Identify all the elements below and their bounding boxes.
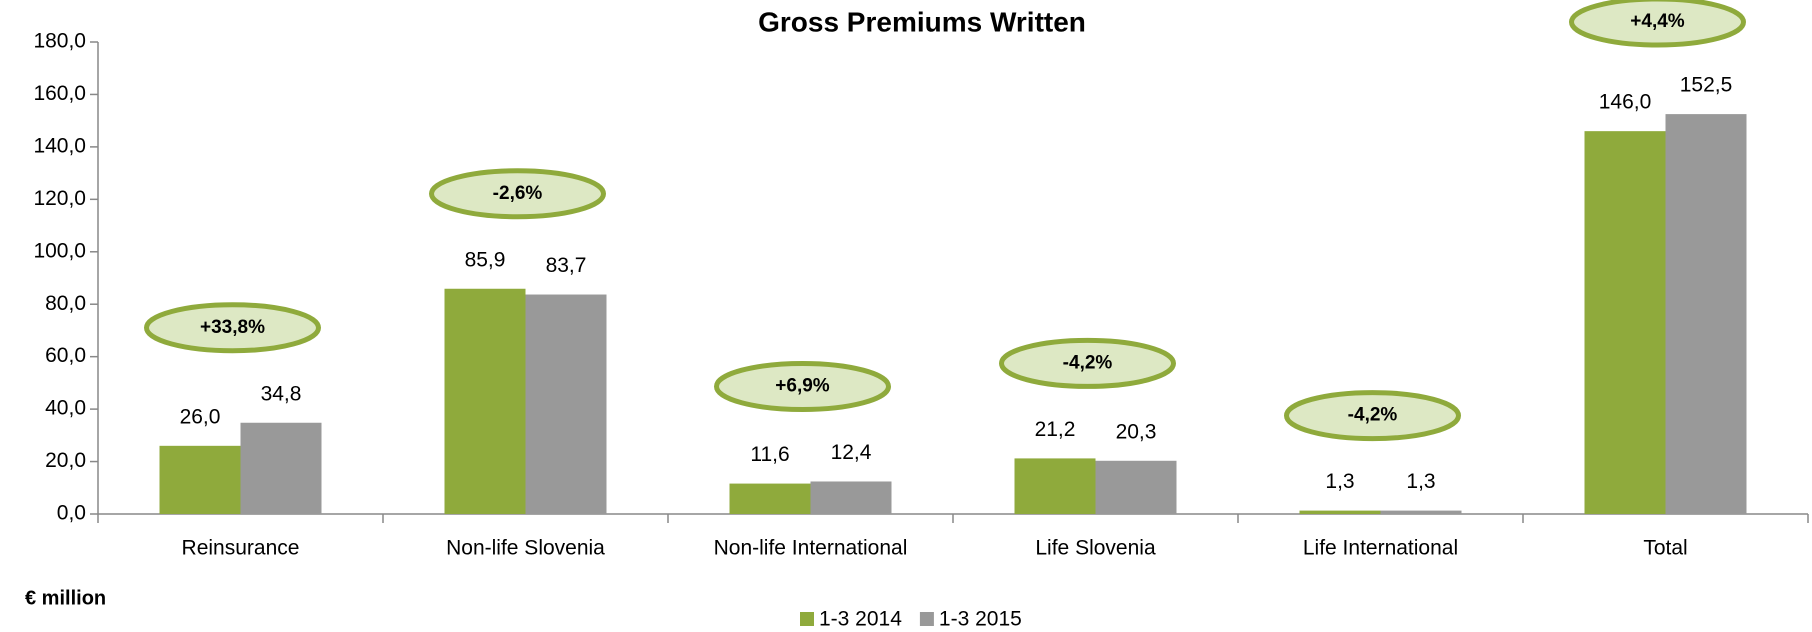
value-label: 20,3 [1116,420,1157,443]
annotation-bubble [1284,390,1461,442]
y-tick-label: 20,0 [45,449,86,472]
legend-label: 1-3 2015 [939,608,1022,631]
annotation-bubble [429,168,606,220]
legend-swatch [919,612,934,626]
y-tick-label: 0,0 [57,502,86,525]
annotation-bubble [714,360,891,412]
value-label: 11,6 [750,443,789,466]
legend-label: 1-3 2014 [819,608,902,631]
legend-swatch [800,612,814,626]
value-label: 152,5 [1680,74,1733,97]
x-tick-label: Life International [1303,537,1458,560]
value-label: 146,0 [1599,91,1652,114]
annotation: +33,8% [200,317,265,338]
value-label: 83,7 [546,254,587,277]
bar [159,445,241,514]
x-tick-label: Non-life Slovenia [446,537,605,560]
bar [444,288,526,514]
bar [1665,114,1747,514]
bar [729,483,811,514]
annotation: +6,9% [775,376,830,397]
annotation: -4,2% [1063,352,1113,373]
annotation: -2,6% [493,183,543,204]
bar [525,294,607,514]
y-tick-label: 120,0 [33,187,86,210]
bar [240,422,322,514]
bar [810,481,892,514]
y-tick-label: 40,0 [45,397,86,420]
value-label: 12,4 [831,441,872,464]
y-tick-label: 80,0 [45,292,86,315]
bar [1014,458,1096,514]
annotation-bubble [144,302,321,354]
value-label: 85,9 [465,248,506,271]
annotation: -4,2% [1348,405,1398,426]
bar [1095,460,1177,514]
y-tick-label: 160,0 [33,82,86,105]
value-label: 1,3 [1325,470,1354,493]
value-label: 26,0 [180,405,221,428]
bar [1299,510,1381,514]
x-tick-label: Life Slovenia [1035,537,1156,560]
bar [1380,510,1462,514]
y-tick-label: 180,0 [33,30,86,53]
axis-unit-label: € million [25,587,106,609]
annotation: +4,4% [1630,11,1685,32]
bar [1584,131,1666,514]
y-tick-label: 60,0 [45,344,86,367]
x-tick-label: Total [1643,537,1687,560]
x-tick-label: Non-life International [714,537,908,560]
chart-title: Gross Premiums Written [758,6,1086,37]
value-label: 1,3 [1406,470,1435,493]
y-tick-label: 140,0 [33,134,86,157]
annotation-bubble [999,337,1176,389]
value-label: 21,2 [1035,418,1076,441]
y-tick-label: 100,0 [33,239,86,262]
value-label: 34,8 [261,382,302,405]
annotation-bubble [1569,0,1746,48]
x-tick-label: Reinsurance [182,537,300,560]
